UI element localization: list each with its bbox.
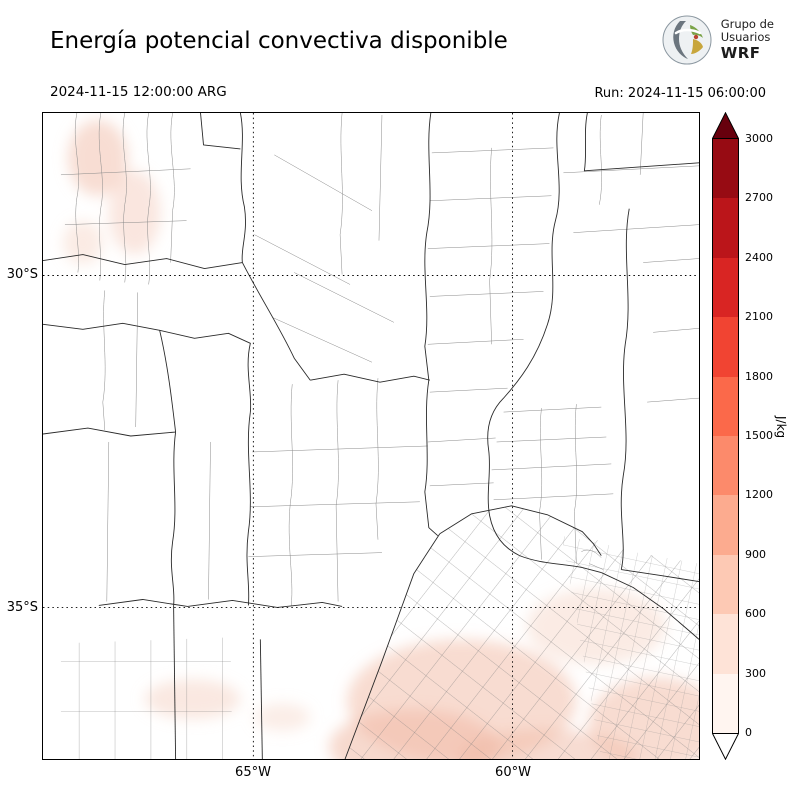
province-borders bbox=[43, 113, 699, 759]
colorbar-over-arrow bbox=[712, 112, 739, 139]
wrf-globe-icon bbox=[662, 15, 712, 65]
colorbar-segment bbox=[713, 376, 738, 437]
y-axis-tick-35s: 35°S bbox=[6, 600, 38, 615]
wrf-logo: Grupo de Usuarios WRF bbox=[660, 13, 774, 67]
colorbar-tick-label: 2700 bbox=[745, 191, 773, 204]
map-frame bbox=[42, 112, 700, 760]
colorbar-tick-label: 900 bbox=[745, 548, 766, 561]
colorbar-under-arrow bbox=[712, 733, 739, 760]
colorbar-segment bbox=[713, 436, 738, 496]
colorbar-segment bbox=[713, 554, 738, 615]
colorbar-tick-label: 1500 bbox=[745, 429, 773, 442]
department-grid-regions bbox=[60, 505, 699, 759]
colorbar-unit-label: J/kg bbox=[774, 416, 788, 439]
colorbar-tick-label: 0 bbox=[745, 726, 752, 739]
colorbar-segment bbox=[713, 614, 738, 674]
map-canvas bbox=[43, 113, 699, 759]
colorbar-segment bbox=[713, 257, 738, 318]
logo-text: Grupo de Usuarios WRF bbox=[720, 16, 774, 63]
colorbar-tick-label: 300 bbox=[745, 667, 766, 680]
colorbar-segment bbox=[713, 495, 738, 555]
department-borders bbox=[60, 113, 699, 606]
valid-time-label: 2024-11-15 12:00:00 ARG bbox=[50, 84, 227, 100]
y-axis-tick-30s: 30°S bbox=[6, 267, 38, 282]
colorbar-tick-label: 2400 bbox=[745, 251, 773, 264]
logo-line-3: WRF bbox=[720, 43, 761, 62]
run-time-label: Run: 2024-11-15 06:00:00 bbox=[594, 86, 766, 101]
colorbar-segment bbox=[713, 198, 738, 258]
page-title: Energía potencial convectiva disponible bbox=[50, 28, 508, 54]
colorbar-tick-label: 1800 bbox=[745, 370, 773, 383]
colorbar-tick-label: 600 bbox=[745, 607, 766, 620]
colorbar-tick-label: 2100 bbox=[745, 310, 773, 323]
colorbar-gradient bbox=[712, 139, 739, 734]
colorbar-tick-label: 1200 bbox=[745, 488, 773, 501]
logo-line-2: Usuarios bbox=[720, 30, 771, 45]
colorbar-segment bbox=[713, 317, 738, 377]
logo-line-1: Grupo de bbox=[720, 16, 774, 31]
x-axis-tick-65w: 65°W bbox=[235, 765, 271, 780]
colorbar-segment bbox=[713, 673, 738, 734]
graticule-lines bbox=[43, 113, 699, 759]
colorbar: 3000 2700 2400 2100 1800 1500 1200 900 6… bbox=[712, 112, 773, 760]
x-axis-tick-60w: 60°W bbox=[495, 765, 531, 780]
colorbar-segment bbox=[713, 139, 738, 199]
colorbar-tick-label: 3000 bbox=[745, 132, 773, 145]
